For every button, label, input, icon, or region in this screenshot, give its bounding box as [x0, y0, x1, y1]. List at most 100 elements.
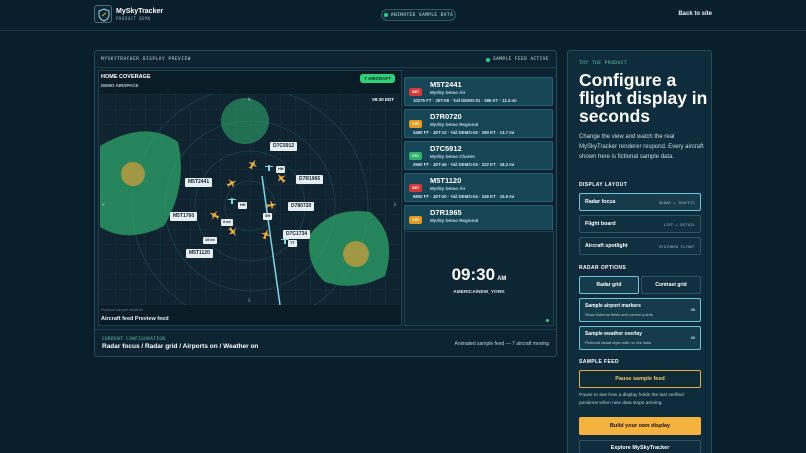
- aircraft-icon: [248, 159, 257, 170]
- airport-layer: [228, 165, 289, 244]
- flight-details: 10275 FT · JET-08 · Tail DEMO-01 · 286 K…: [413, 98, 517, 103]
- current-config-label: CURRENT CONFIGURATION: [102, 336, 166, 341]
- layout-name: Flight board: [585, 221, 616, 227]
- flight-card[interactable]: D7R D7R0720 MySky Demo Regional 3490 FT …: [404, 109, 553, 138]
- airline-tag: D7C: [409, 152, 422, 160]
- top-bar: MySkyTracker PRODUCT DEMO ANIMATED SAMPL…: [0, 0, 806, 31]
- range-tick: N: [248, 97, 251, 102]
- flight-callsign: D7R1965: [430, 208, 462, 217]
- aircraft-layer: [209, 159, 287, 240]
- flight-card[interactable]: D7R D7R1965 MySky Demo Regional: [404, 205, 553, 230]
- airport-code-tag: HH: [238, 202, 248, 209]
- preview-title: MYSKYTRACKER DISPLAY PREVIEW: [101, 57, 191, 62]
- sample-feed-note: Animated sample feed — 7 aircraft moving: [454, 341, 550, 347]
- feed-status: SAMPLE FEED ACTIVE: [486, 57, 549, 62]
- timezone-label: AMERICA/NEW_YORK: [453, 290, 505, 295]
- radar-sweep: [261, 175, 281, 305]
- layout-radar-focus[interactable]: Radar focus RADAR + TRAFFIC: [579, 193, 701, 211]
- toggle-sub: Show fictional fields and control points: [585, 312, 653, 317]
- aircraft-label[interactable]: D7C5912: [270, 142, 298, 151]
- display-layout-label: DISPLAY LAYOUT: [579, 182, 628, 188]
- airport-marker-icon: [228, 198, 236, 204]
- aircraft-label[interactable]: M5T1120: [186, 249, 213, 258]
- layout-flight-board[interactable]: Flight board LIST + DETAIL: [579, 215, 701, 233]
- home-coverage-panel: HOME COVERAGE DEMO AIRSPACE 7 AIRCRAFT: [98, 70, 402, 326]
- feed-status-label: SAMPLE FEED ACTIVE: [493, 57, 549, 62]
- aircraft-count-badge: 7 AIRCRAFT: [360, 74, 395, 83]
- layout-name: Aircraft spotlight: [585, 243, 628, 249]
- back-to-site-link[interactable]: Back to site: [678, 11, 712, 17]
- flight-callsign: D7C5912: [430, 144, 462, 153]
- flight-card[interactable]: D7C D7C5912 MySky Demo Charter 2550 FT ·…: [404, 141, 553, 170]
- airport-code-tag: HH: [276, 166, 286, 173]
- weather-overlay-toggle[interactable]: Sample weather overlay Fictional visual …: [579, 326, 701, 350]
- flight-details: 6800 FT · JET-20 · Tail DEMO-04 · 246 KT…: [413, 194, 515, 199]
- clock-display: 09:30 AM: [405, 265, 553, 285]
- fictional-weather-note: Fictional sample weather: [101, 308, 143, 312]
- pause-note: Pause to see how a display holds the las…: [579, 393, 684, 406]
- airline-tag: MST: [409, 184, 422, 192]
- aircraft-label[interactable]: D780720: [288, 202, 315, 211]
- layout-name: Radar focus: [585, 199, 616, 205]
- toggle-name: Sample airport markers: [585, 303, 641, 309]
- radar-clock: 09:30 EDT: [372, 97, 394, 102]
- contrast-grid-button[interactable]: Contrast grid: [641, 276, 701, 294]
- range-tag: 9 mi: [221, 219, 233, 226]
- aircraft-feed-title: Aircraft feed Preview feed: [101, 316, 169, 322]
- aircraft-icon: [209, 211, 220, 220]
- headline: Configure a flight display in seconds: [579, 70, 708, 126]
- airport-markers-toggle[interactable]: Sample airport markers Show fictional fi…: [579, 298, 701, 322]
- aircraft-icon: [227, 226, 237, 236]
- pause-feed-button[interactable]: Pause sample feed: [579, 370, 701, 388]
- description: Change the view and watch the real MySky…: [579, 134, 704, 160]
- clock-ampm: AM: [497, 276, 507, 282]
- flight-callsign: M5T2441: [430, 80, 462, 89]
- layout-tag: LIST + DETAIL: [663, 223, 695, 227]
- aircraft-label[interactable]: D7C1734: [283, 230, 311, 239]
- flight-operator: MySky Demo Regional: [430, 122, 479, 127]
- aircraft-label[interactable]: M5T1760: [170, 212, 198, 221]
- flight-operator: MySky Demo Charter: [430, 154, 476, 159]
- animated-data-pill: ANIMATED SAMPLE DATA: [381, 9, 456, 21]
- layout-tag: FEATURED FLIGHT: [658, 245, 695, 249]
- airline-tag: MST: [409, 88, 422, 96]
- display-preview-panel: MYSKYTRACKER DISPLAY PREVIEW SAMPLE FEED…: [94, 50, 557, 357]
- radar-grid-button[interactable]: Radar grid: [579, 276, 639, 294]
- flight-card[interactable]: MST M5T1120 MySky Demo Air 6800 FT · JET…: [404, 173, 553, 202]
- flight-operator: MySky Demo Air: [430, 90, 466, 95]
- status-dot-icon: [546, 319, 549, 322]
- live-dot-icon: [383, 13, 388, 17]
- range-tick: W: [102, 202, 105, 207]
- layout-aircraft-spotlight[interactable]: Aircraft spotlight FEATURED FLIGHT: [579, 237, 701, 255]
- aircraft-label[interactable]: D7R1965: [296, 175, 324, 184]
- airport-marker-icon: [265, 165, 273, 171]
- flight-details: 2550 FT · JET-45 · Tail DEMO-03 · 222 KT…: [413, 162, 515, 167]
- radar-map[interactable]: N S W E: [100, 94, 400, 305]
- flight-card[interactable]: MST M5T2441 MySky Demo Air 10275 FT · JE…: [404, 77, 553, 106]
- animated-pill-label: ANIMATED SAMPLE DATA: [390, 12, 454, 18]
- weather-core: [121, 162, 145, 186]
- toggle-name: Sample weather overlay: [585, 331, 642, 337]
- coverage-subtitle: DEMO AIRSPACE: [101, 83, 139, 88]
- brand-logo[interactable]: MySkyTracker PRODUCT DEMO: [94, 5, 163, 23]
- explore-button[interactable]: Explore MySkyTracker: [579, 440, 701, 453]
- brand-sub: PRODUCT DEMO: [116, 15, 151, 21]
- toggle-state: ON: [690, 308, 695, 312]
- aircraft-icon: [226, 179, 237, 188]
- airport-marker-icon: [281, 238, 289, 244]
- aircraft-label[interactable]: M5T2441: [185, 178, 213, 187]
- preview-footer: CURRENT CONFIGURATION Radar focus / Rada…: [95, 329, 556, 357]
- preview-header: MYSKYTRACKER DISPLAY PREVIEW SAMPLE FEED…: [95, 51, 556, 68]
- layout-tag: RADAR + TRAFFIC: [658, 201, 695, 205]
- clock-panel: 09:30 AM AMERICA/NEW_YORK: [404, 231, 554, 326]
- aircraft-icon: [260, 229, 271, 240]
- range-tick: S: [248, 298, 251, 303]
- airport-code-tag: TT: [288, 240, 297, 247]
- airline-tag: D7R: [409, 120, 422, 128]
- coverage-title: HOME COVERAGE: [101, 74, 151, 80]
- airline-tag: D7R: [409, 216, 422, 224]
- build-display-button[interactable]: Build your own display: [579, 417, 701, 435]
- current-config-value: Radar focus / Radar grid / Airports on /…: [102, 343, 259, 350]
- clock-time: 09:30: [451, 265, 496, 284]
- configure-panel: TRY THE PRODUCT Configure a flight displ…: [567, 50, 712, 453]
